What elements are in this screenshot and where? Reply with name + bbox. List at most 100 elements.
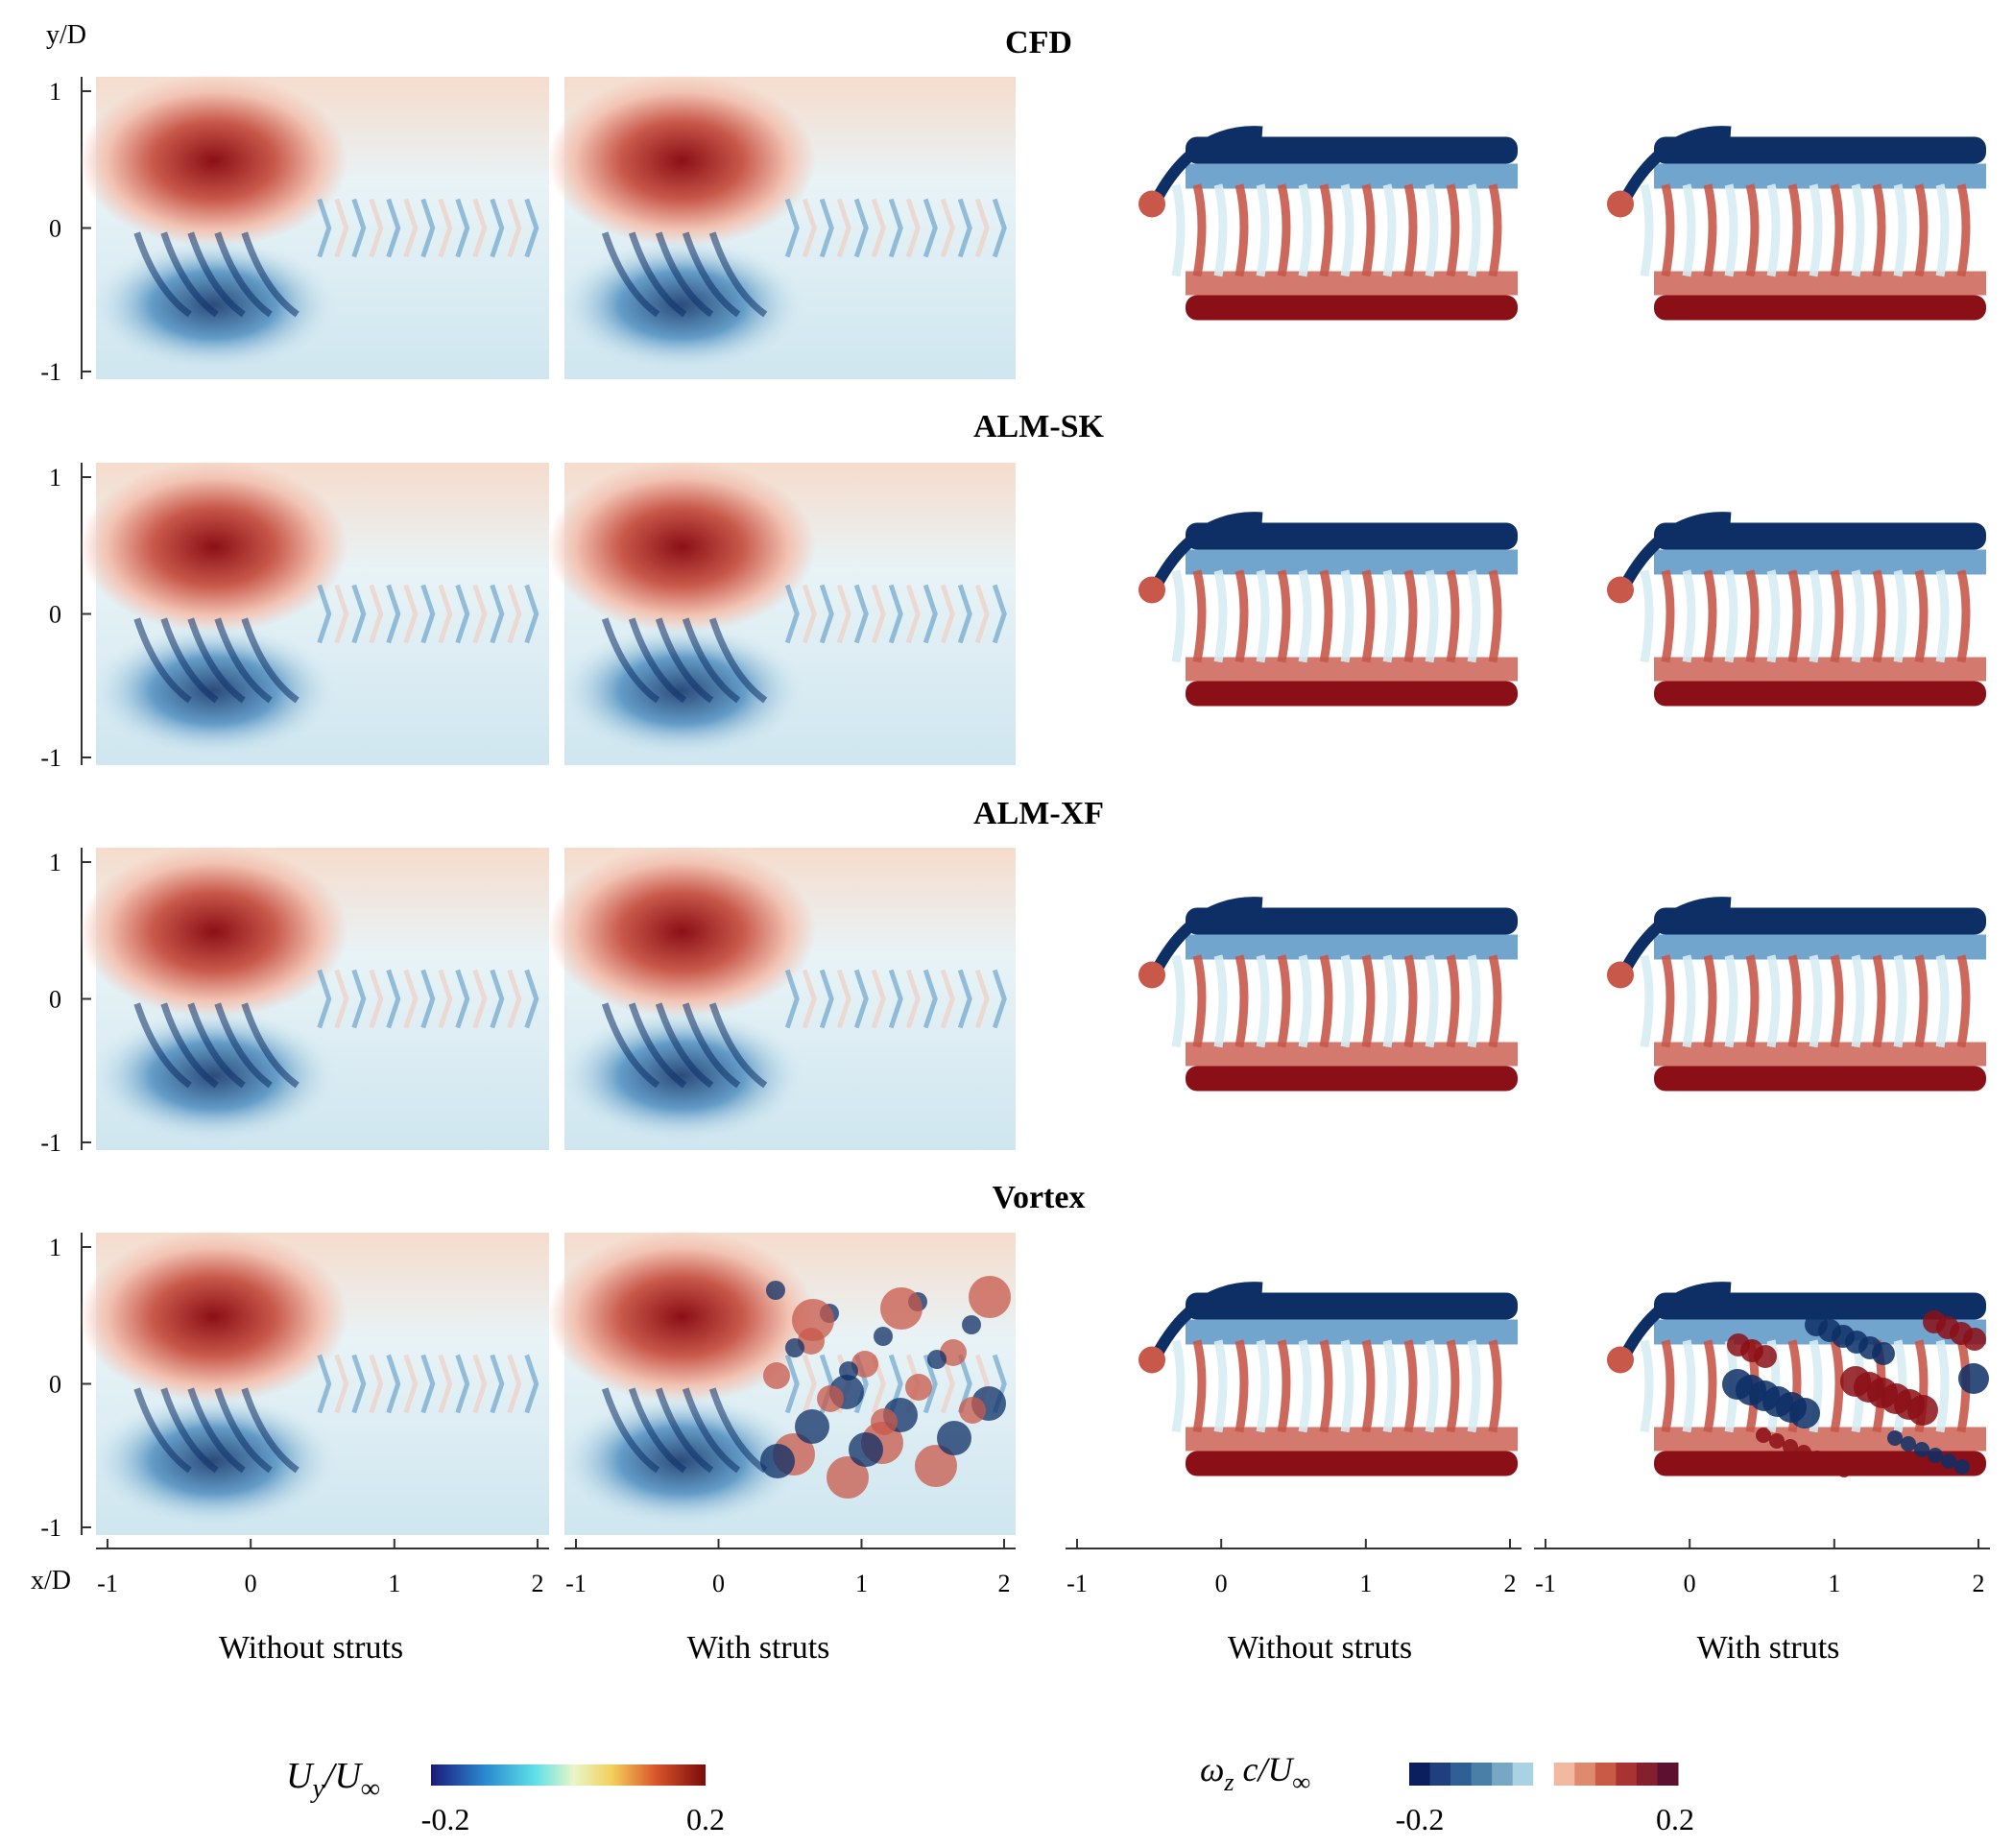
wake-stripe (490, 584, 505, 644)
shed-vortex-stripe (1830, 1339, 1844, 1433)
shed-vortex-stripe (1809, 954, 1823, 1048)
wake-stripe (334, 584, 349, 644)
shed-vortex-stripe (1682, 569, 1696, 663)
x-tick-label: -1 (1066, 1570, 1088, 1597)
lower-shear-layer (1186, 1066, 1518, 1092)
shed-vortex-stripe (1340, 1339, 1354, 1433)
tip-vortex-arc (1619, 126, 1732, 203)
shed-vortex-stripe (1703, 183, 1717, 277)
wake-stripe (802, 584, 817, 644)
shed-vortex-stripe (1935, 569, 1950, 663)
y-tick-label: 1 (49, 1234, 61, 1261)
y-tick-label: 1 (49, 464, 61, 492)
wake-stripe (524, 198, 539, 258)
turbulent-patch (880, 1287, 923, 1330)
panel-cfd-wz-with (1534, 77, 1990, 379)
shed-vortex-stripe (1851, 183, 1865, 277)
upper-shear-layer (1186, 136, 1518, 164)
upper-shear-layer-outer (1654, 934, 1986, 960)
turbulent-patch (827, 1456, 869, 1499)
wake-stripe (420, 584, 436, 644)
shed-vortex-stripe (1192, 1339, 1207, 1433)
wake-stripe (524, 969, 539, 1029)
wake-stripe (403, 1354, 419, 1414)
panel-cfd-uy-without (79, 74, 549, 379)
shed-vortex-stripe (1425, 183, 1439, 277)
wz-background (1066, 1233, 1522, 1535)
caption-wz-without: Without struts (1228, 1630, 1412, 1666)
shed-vortex-stripe (1192, 183, 1207, 277)
wake-stripe (923, 584, 938, 644)
shed-vortex-stripe (1382, 183, 1397, 277)
tip-vortex-arc (1151, 512, 1263, 588)
blade-wake-stripe (241, 617, 300, 704)
tip-vortex-arc (1151, 1282, 1263, 1358)
shed-vortex-stripe (1956, 569, 1971, 663)
blade-wake-stripe (187, 231, 246, 318)
wake-stripe (490, 1354, 505, 1414)
wake-stripe (524, 584, 539, 644)
vortex-particle (1809, 1451, 1825, 1466)
uy-negative-region (88, 1393, 339, 1528)
colorbar-wz-level (1512, 1763, 1534, 1786)
shed-vortex-stripe (1724, 183, 1738, 277)
upper-shear-layer-outer (1654, 163, 1986, 189)
panel-vortex-wz-without (1066, 1233, 1522, 1535)
x-tick-label: 0 (1684, 1570, 1696, 1597)
shed-vortex-stripe (1872, 569, 1886, 663)
shed-vortex-stripe (1956, 954, 1971, 1048)
wake-stripe (819, 198, 834, 258)
wake-stripe (819, 969, 834, 1029)
shed-vortex-stripe (1361, 954, 1376, 1048)
uy-negative-region (557, 623, 807, 758)
shed-vortex-stripe (1787, 569, 1802, 663)
vortex-particle (1941, 1453, 1956, 1469)
shed-vortex-stripe (1935, 1339, 1950, 1433)
shed-vortex-stripe (1703, 1339, 1717, 1433)
turbulent-patch (760, 1444, 795, 1478)
shed-vortex-stripe (1935, 183, 1950, 277)
uy-negative-region (557, 237, 807, 372)
panel-vortex-uy-with (547, 1230, 1016, 1535)
panel-alm-xf-wz-without (1066, 848, 1522, 1150)
blade-wake-stripe (187, 617, 246, 704)
shed-vortex-stripe (1425, 569, 1439, 663)
wake-stripe (351, 584, 367, 644)
blade-wake-stripe (708, 1387, 768, 1474)
wake-stripe (472, 198, 488, 258)
turbulent-patch (795, 1409, 829, 1444)
wake-stripe (940, 969, 955, 1029)
y-axes (81, 77, 91, 1535)
wake-stripe (351, 198, 367, 258)
wake-stripe (784, 1354, 800, 1414)
blade-wake-stripe (655, 231, 714, 318)
shed-vortex-stripe (1682, 183, 1696, 277)
y-tick-label: 0 (49, 986, 61, 1014)
blade-wake-stripe (682, 1002, 741, 1089)
wake-stripe (871, 969, 886, 1029)
x-tick-label: 1 (855, 1570, 868, 1597)
shed-vortex-stripe (1256, 954, 1270, 1048)
colorbar-uy-label: Uy/U∞ (286, 1756, 380, 1804)
shed-vortex-stripe (1319, 954, 1333, 1048)
blade-wake-stripe (214, 617, 273, 704)
blade-wake-stripe (655, 1387, 714, 1474)
shed-vortex-stripe (1682, 1339, 1696, 1433)
shed-vortex-stripe (1467, 1339, 1481, 1433)
shed-vortex-stripe (1914, 569, 1929, 663)
vortex-particle (1727, 1333, 1750, 1356)
wake-stripe (836, 198, 851, 258)
y-tick-label: -1 (40, 1514, 61, 1542)
wake-stripe (888, 198, 903, 258)
wake-stripe (403, 584, 419, 644)
upper-shear-layer (1186, 522, 1518, 550)
panel-alm-sk-wz-without (1066, 463, 1522, 765)
blade-vortex-core (1138, 961, 1165, 989)
shed-vortex-stripe (1640, 954, 1654, 1048)
lower-shear-layer (1186, 295, 1518, 321)
wake-stripe (507, 1354, 522, 1414)
shed-vortex-stripe (1361, 183, 1376, 277)
upper-shear-layer-outer (1186, 934, 1518, 960)
wake-stripe (940, 584, 955, 644)
